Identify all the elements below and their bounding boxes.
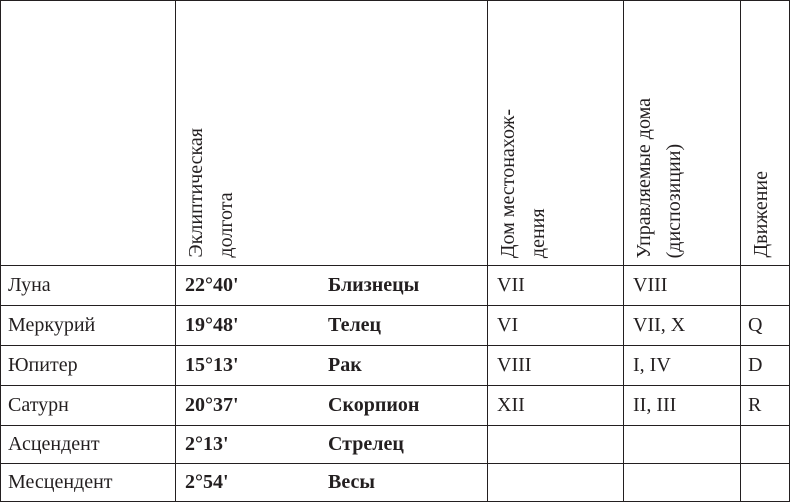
cell-longitude: 20°37': [185, 394, 239, 416]
row-border: [0, 345, 790, 346]
col-border: [0, 0, 1, 502]
col-border: [623, 0, 624, 502]
cell-name: Меркурий: [8, 314, 96, 336]
cell-motion: R: [748, 394, 762, 416]
cell-longitude: 19°48': [185, 314, 239, 336]
column-header: Эклиптическая долгота: [181, 128, 241, 258]
cell-name: Асцендент: [8, 433, 100, 455]
col-border: [487, 0, 488, 502]
cell-motion: Q: [748, 314, 763, 336]
header-line: Движение: [750, 171, 772, 258]
col-border: [175, 0, 176, 502]
row-border: [0, 0, 790, 1]
cell-longitude: 15°13': [185, 354, 239, 376]
row-border: [0, 463, 790, 464]
cell-house: XII: [497, 394, 525, 416]
header-line: Эклиптическая: [185, 128, 207, 258]
cell-house: VII: [497, 274, 525, 296]
column-header: Движение: [746, 171, 776, 258]
cell-motion: D: [748, 354, 763, 376]
cell-house: VI: [497, 314, 519, 336]
cell-sign: Телец: [328, 314, 382, 336]
header-line: дения: [527, 208, 549, 258]
cell-sign: Стрелец: [328, 433, 404, 455]
cell-ruled: I, IV: [633, 354, 671, 376]
cell-name: Месцендент: [8, 471, 113, 493]
cell-longitude: 2°13': [185, 433, 229, 455]
col-border: [740, 0, 741, 502]
cell-longitude: 2°54': [185, 471, 229, 493]
row-border: [0, 305, 790, 306]
cell-house: VIII: [497, 354, 532, 376]
cell-longitude: 22°40': [185, 274, 239, 296]
column-header: Управляемые дома (диспозиции): [629, 98, 689, 258]
cell-ruled: VII, X: [633, 314, 686, 336]
cell-sign: Рак: [328, 354, 362, 376]
cell-sign: Близнецы: [328, 274, 420, 296]
header-line: долгота: [215, 192, 237, 258]
cell-sign: Весы: [328, 471, 375, 493]
cell-name: Юпитер: [8, 354, 78, 376]
header-line: (диспозиции): [663, 143, 685, 259]
row-border: [0, 425, 790, 426]
header-line: Управляемые дома: [633, 97, 655, 258]
row-border: [0, 265, 790, 266]
cell-sign: Скорпион: [328, 394, 420, 416]
cell-ruled: VIII: [633, 274, 668, 296]
header-line: Дом местонахож-: [497, 108, 519, 258]
cell-name: Сатурн: [8, 394, 69, 416]
column-header: Дом местонахож-дения: [493, 109, 553, 258]
row-border: [0, 385, 790, 386]
cell-name: Луна: [8, 274, 51, 296]
cell-ruled: II, III: [633, 394, 677, 416]
